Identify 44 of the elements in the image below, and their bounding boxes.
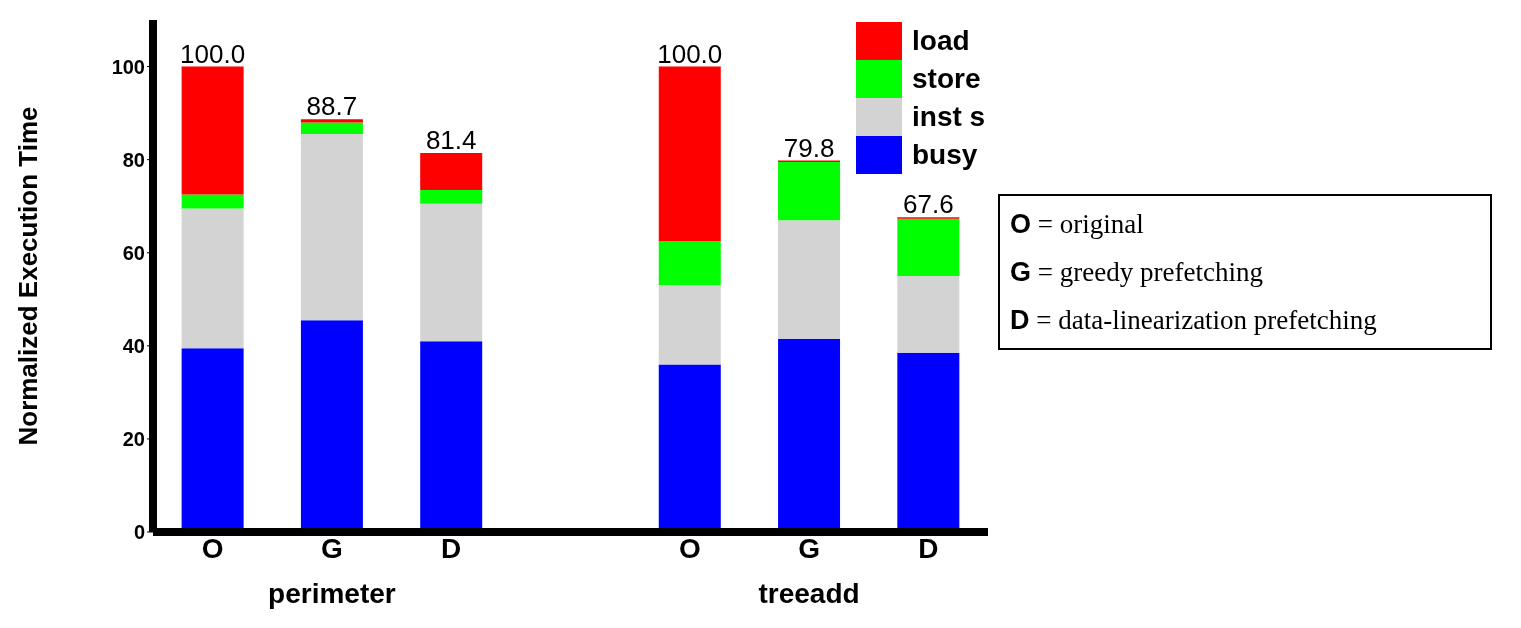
total-label: 79.8 [783, 132, 835, 163]
text: G = greedy prefetching [1010, 256, 1264, 289]
legend-label: inst s [912, 101, 986, 133]
bar [181, 208, 244, 349]
y-tick-label: 100 [111, 55, 145, 78]
total-label: 100.0 [180, 38, 246, 69]
bar [420, 189, 483, 204]
bar [181, 66, 244, 195]
bar [181, 194, 244, 209]
bar [300, 134, 363, 321]
x-tick-label: G [321, 533, 343, 564]
legend-label: store [912, 63, 981, 95]
bar [300, 119, 363, 123]
total-label: 81.4 [425, 125, 477, 156]
x-tick-label: O [201, 533, 224, 564]
bar [300, 122, 363, 135]
total-label: 67.6 [903, 189, 954, 220]
bar [420, 203, 483, 342]
x-tick-label: D [918, 533, 939, 564]
total-label: 88.7 [306, 91, 358, 122]
bar [897, 276, 960, 353]
y-tick-label: 40 [122, 334, 145, 357]
bar [897, 218, 960, 276]
x-tick-label: G [798, 533, 820, 564]
text: perimeter [267, 578, 397, 610]
bar [658, 241, 721, 286]
bar [778, 220, 841, 339]
y-tick-label: 0 [133, 521, 145, 544]
text: D = data-linearization prefetching [1010, 304, 1378, 337]
total-label: 100.0 [657, 38, 723, 69]
legend-label: load [912, 25, 970, 57]
legend-label: busy [912, 139, 978, 171]
y-tick-label: 20 [122, 428, 145, 451]
text: treeadd [757, 578, 861, 610]
bar [778, 161, 841, 221]
bar [420, 153, 483, 190]
y-tick-label: 80 [122, 148, 145, 171]
x-tick-label: D [441, 533, 462, 564]
y-axis-title: Normalized Execution Time [13, 106, 44, 446]
bar [658, 66, 721, 242]
y-tick-label: 60 [122, 241, 145, 264]
x-tick-label: O [678, 533, 701, 564]
bar [658, 285, 721, 365]
text: O = original [1010, 208, 1145, 241]
